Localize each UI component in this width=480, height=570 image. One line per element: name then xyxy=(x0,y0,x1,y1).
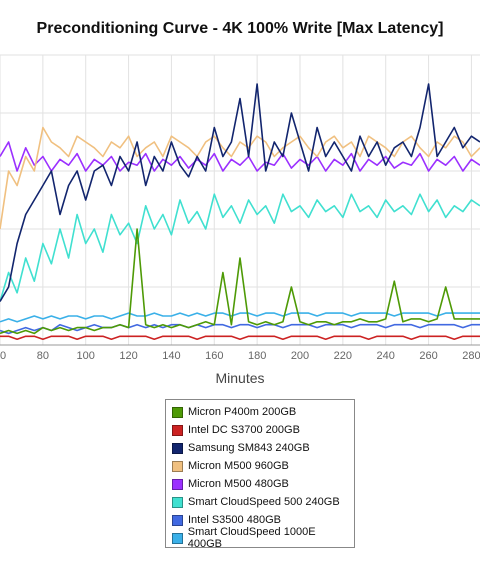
legend-swatch xyxy=(172,496,183,508)
series-line-4 xyxy=(0,141,480,172)
legend-item: Micron M500 480GB xyxy=(172,475,348,493)
legend-label: Micron M500 960GB xyxy=(188,460,289,472)
legend-label: Smart CloudSpeed 1000E 400GB xyxy=(187,526,316,550)
x-tick-label: 280 xyxy=(462,350,480,362)
series-line-0 xyxy=(0,228,480,335)
legend-item: Intel DC S3700 200GB xyxy=(172,421,348,439)
x-tick-label: 240 xyxy=(377,350,395,362)
legend-item: Micron P400m 200GB xyxy=(172,403,348,421)
legend-swatch xyxy=(172,478,183,490)
series-line-1 xyxy=(0,335,480,341)
x-tick-label: 120 xyxy=(119,350,137,362)
legend-label: Samsung SM843 240GB xyxy=(188,442,310,454)
legend: Micron P400m 200GB Intel DC S3700 200GB Sa… xyxy=(165,399,355,550)
x-tick-label: 160 xyxy=(205,350,223,362)
legend-swatch xyxy=(172,514,183,526)
x-tick-label: 200 xyxy=(291,350,309,362)
series-line-3 xyxy=(0,126,480,230)
series-lines xyxy=(0,83,480,341)
legend-label: Intel DC S3700 200GB xyxy=(188,424,300,436)
series-line-7 xyxy=(0,312,480,323)
legend-swatch xyxy=(172,424,183,436)
legend-label: Intel S3500 480GB xyxy=(188,514,281,526)
legend-item: Micron M500 960GB xyxy=(172,457,348,475)
legend-label: Micron M500 480GB xyxy=(188,478,289,490)
legend-label: Smart CloudSpeed 500 240GB xyxy=(188,496,340,508)
legend-swatch xyxy=(172,532,183,544)
x-tick-label: 80 xyxy=(37,350,49,362)
series-line-2 xyxy=(0,83,480,302)
legend-swatch xyxy=(172,460,183,472)
legend-item: Smart CloudSpeed 1000E 400GB xyxy=(172,526,348,550)
series-line-5 xyxy=(0,193,480,302)
x-tick-label: 100 xyxy=(77,350,95,362)
x-tick-label: 180 xyxy=(248,350,266,362)
legend-item: Samsung SM843 240GB xyxy=(172,439,348,457)
x-tick-label: 220 xyxy=(334,350,352,362)
legend-label: Micron P400m 200GB xyxy=(188,406,297,418)
x-tick-label: 140 xyxy=(162,350,180,362)
series-line-6 xyxy=(0,323,480,335)
legend-swatch xyxy=(172,406,183,418)
x-tick-label: 60 xyxy=(0,350,6,362)
legend-swatch xyxy=(172,442,183,454)
x-tick-labels: 60 80 100 120 140 160 180 200 220 240 260 280 xyxy=(0,350,480,362)
legend-item: Smart CloudSpeed 500 240GB xyxy=(172,493,348,511)
x-axis-label: Minutes xyxy=(215,370,265,386)
chart-title: Preconditioning Curve - 4K 100% Write [M… xyxy=(36,20,444,37)
legend-item: Intel S3500 480GB xyxy=(172,511,348,529)
x-tick-label: 260 xyxy=(419,350,437,362)
